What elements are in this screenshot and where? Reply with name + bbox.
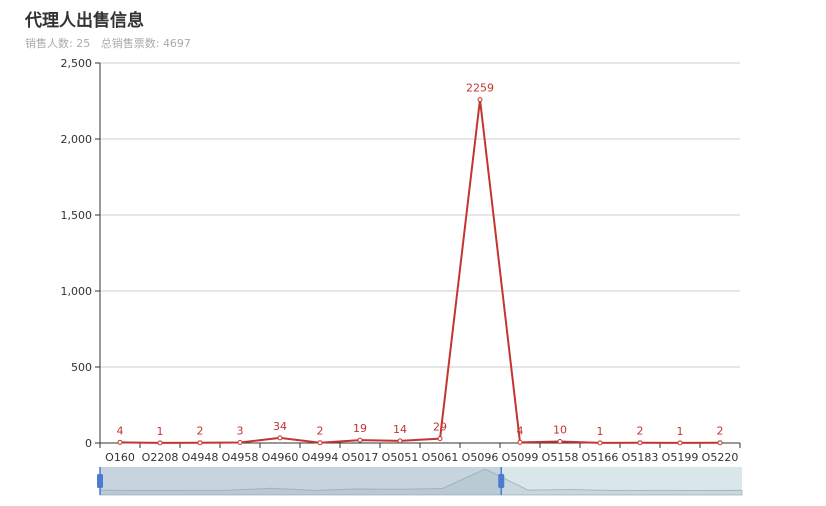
data-point[interactable] xyxy=(397,438,403,444)
x-tick-label: O5017 xyxy=(342,451,379,464)
data-label: 1 xyxy=(677,425,684,438)
chart-title: 代理人出售信息 xyxy=(25,11,144,31)
data-point[interactable] xyxy=(717,440,723,446)
x-tick-label: O5061 xyxy=(422,451,459,464)
data-labels: 4 1 2 3 34 2 19 14 29 2259 4 10 1 2 1 2 xyxy=(117,82,724,438)
y-tick-label: 2,500 xyxy=(61,57,93,70)
data-point[interactable] xyxy=(597,440,603,446)
data-point[interactable] xyxy=(637,440,643,446)
y-tick-label: 1,000 xyxy=(61,285,93,298)
x-tick-label: O4994 xyxy=(302,451,339,464)
data-zoom-slider[interactable] xyxy=(97,467,743,496)
series xyxy=(117,97,723,446)
tickets-value: 4697 xyxy=(162,37,191,50)
zoom-preview xyxy=(99,468,743,496)
data-point[interactable] xyxy=(237,440,243,446)
data-point[interactable] xyxy=(197,440,203,446)
zoom-handle-right[interactable] xyxy=(498,474,505,488)
chart-subtitle: 销售人数: 25 总销售票数: 4697 xyxy=(25,35,191,51)
data-label: 14 xyxy=(393,423,407,436)
y-tick-label: 500 xyxy=(71,361,92,374)
data-point[interactable] xyxy=(317,440,323,446)
x-tick-label: O5051 xyxy=(382,451,419,464)
data-point[interactable] xyxy=(357,437,363,443)
y-tick-label: 1,500 xyxy=(61,209,93,222)
y-tick-label: 0 xyxy=(85,437,92,450)
data-label: 34 xyxy=(273,420,287,433)
data-label: 19 xyxy=(353,422,367,435)
x-tick-label: O5199 xyxy=(662,451,699,464)
x-tick-label: O5166 xyxy=(582,451,619,464)
data-label: 2259 xyxy=(466,82,494,95)
data-point[interactable] xyxy=(437,436,443,442)
x-tick-label: O2208 xyxy=(142,451,179,464)
x-tick-label: O5158 xyxy=(542,451,579,464)
x-tick-label: O4960 xyxy=(262,451,299,464)
data-label: 2 xyxy=(317,425,324,438)
data-label: 3 xyxy=(237,425,244,438)
data-label: 1 xyxy=(597,425,604,438)
data-label: 2 xyxy=(637,425,644,438)
data-point[interactable] xyxy=(477,97,483,103)
x-tick-label: O4948 xyxy=(182,451,219,464)
sellers-value: 25 xyxy=(76,37,91,50)
x-tick-label: O4958 xyxy=(222,451,259,464)
data-label: 2 xyxy=(197,425,204,438)
data-point[interactable] xyxy=(677,440,683,446)
data-label: 1 xyxy=(157,425,164,438)
data-point[interactable] xyxy=(157,440,163,446)
data-label: 4 xyxy=(117,424,124,437)
data-point[interactable] xyxy=(557,438,563,444)
sellers-label: 销售人数: xyxy=(25,37,73,50)
data-point[interactable] xyxy=(277,435,283,441)
grid-lines xyxy=(100,62,740,368)
data-point[interactable] xyxy=(517,439,523,445)
data-point[interactable] xyxy=(117,439,123,445)
series-line xyxy=(119,98,721,444)
y-tick-label: 2,000 xyxy=(61,133,93,146)
data-label: 4 xyxy=(517,424,524,437)
data-label: 29 xyxy=(433,421,447,434)
x-tick-label: O5099 xyxy=(502,451,539,464)
x-tick-label: O5183 xyxy=(622,451,659,464)
x-tick-label: O5220 xyxy=(702,451,739,464)
zoom-handle-left[interactable] xyxy=(97,474,103,488)
x-tick-label: O160 xyxy=(105,451,135,464)
x-tick-label: O5096 xyxy=(462,451,499,464)
data-label: 2 xyxy=(717,425,724,438)
data-label: 10 xyxy=(553,423,567,436)
tickets-label: 总销售票数: xyxy=(100,37,160,50)
